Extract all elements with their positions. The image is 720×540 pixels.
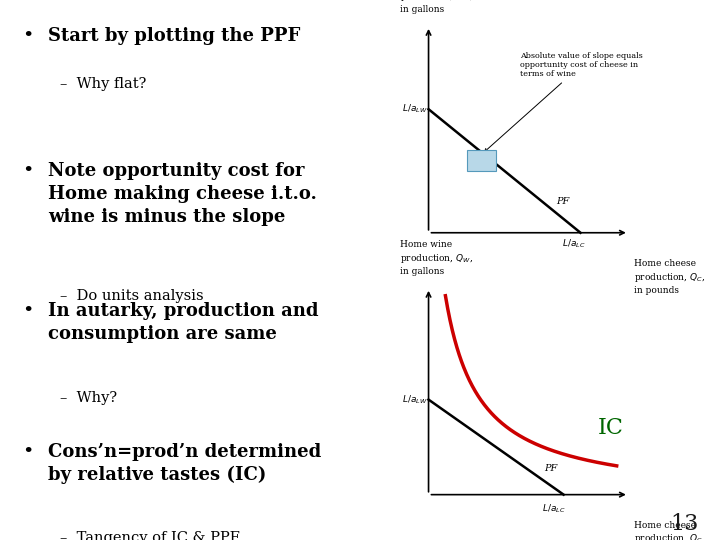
Text: Cons’n=prod’n determined
by relative tastes (IC): Cons’n=prod’n determined by relative tas… bbox=[48, 443, 322, 484]
Text: $L/a_{LC}$: $L/a_{LC}$ bbox=[542, 502, 566, 515]
Text: •: • bbox=[22, 162, 34, 180]
FancyBboxPatch shape bbox=[467, 150, 496, 171]
Text: Absolute value of slope equals
opportunity cost of cheese in
terms of wine: Absolute value of slope equals opportuni… bbox=[485, 52, 643, 152]
Text: Home cheese
production, $Q_C$,
in pounds: Home cheese production, $Q_C$, in pounds bbox=[634, 259, 705, 295]
Text: •: • bbox=[22, 302, 34, 320]
Text: PF: PF bbox=[544, 464, 557, 473]
Text: –  Tangency of IC & PPF: – Tangency of IC & PPF bbox=[60, 531, 240, 540]
Text: Start by plotting the PPF: Start by plotting the PPF bbox=[48, 27, 301, 45]
Text: •: • bbox=[22, 27, 34, 45]
Text: Home cheese
production, $Q_C$,
in pounds: Home cheese production, $Q_C$, in pounds bbox=[634, 521, 705, 540]
Text: PF: PF bbox=[557, 197, 570, 206]
Text: Home wine
production, $Q_W$,
in gallons: Home wine production, $Q_W$, in gallons bbox=[400, 0, 472, 14]
Text: –  Do units analysis: – Do units analysis bbox=[60, 289, 203, 303]
Text: In autarky, production and
consumption are same: In autarky, production and consumption a… bbox=[48, 302, 319, 343]
Text: Home wine
production, $Q_W$,
in gallons: Home wine production, $Q_W$, in gallons bbox=[400, 240, 472, 276]
Text: 13: 13 bbox=[670, 512, 698, 535]
Text: $L/a_{LW}$: $L/a_{LW}$ bbox=[402, 103, 428, 116]
Text: $L/a_{LW}$: $L/a_{LW}$ bbox=[402, 393, 428, 406]
Text: •: • bbox=[22, 443, 34, 461]
Text: –  Why flat?: – Why flat? bbox=[60, 77, 146, 91]
Text: $L/a_{LC}$: $L/a_{LC}$ bbox=[562, 238, 585, 251]
Text: –  Why?: – Why? bbox=[60, 391, 117, 405]
Text: Note opportunity cost for
Home making cheese i.t.o.
wine is minus the slope: Note opportunity cost for Home making ch… bbox=[48, 162, 318, 226]
Text: IC: IC bbox=[598, 417, 624, 439]
